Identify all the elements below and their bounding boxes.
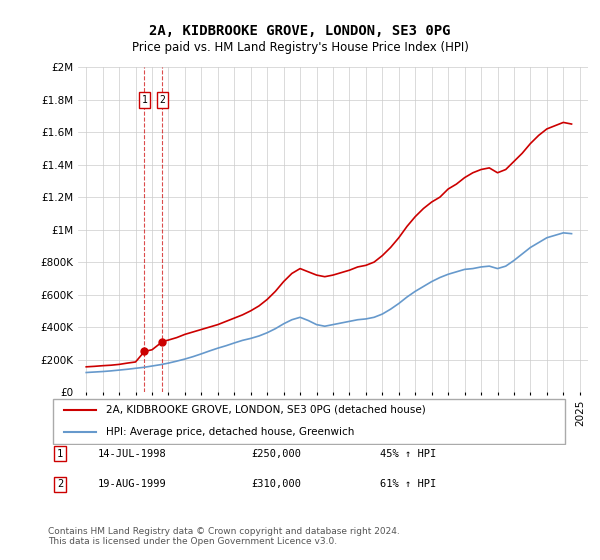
Text: 61% ↑ HPI: 61% ↑ HPI xyxy=(380,479,436,489)
Text: Price paid vs. HM Land Registry's House Price Index (HPI): Price paid vs. HM Land Registry's House … xyxy=(131,41,469,54)
Text: Contains HM Land Registry data © Crown copyright and database right 2024.
This d: Contains HM Land Registry data © Crown c… xyxy=(48,526,400,546)
Text: £250,000: £250,000 xyxy=(251,449,301,459)
Text: HPI: Average price, detached house, Greenwich: HPI: Average price, detached house, Gree… xyxy=(106,427,355,437)
Text: 1: 1 xyxy=(57,449,63,459)
Text: 2: 2 xyxy=(57,479,63,489)
Text: 2A, KIDBROOKE GROVE, LONDON, SE3 0PG: 2A, KIDBROOKE GROVE, LONDON, SE3 0PG xyxy=(149,24,451,38)
Text: 1: 1 xyxy=(142,95,148,105)
Text: 19-AUG-1999: 19-AUG-1999 xyxy=(98,479,166,489)
Text: 45% ↑ HPI: 45% ↑ HPI xyxy=(380,449,436,459)
Text: £310,000: £310,000 xyxy=(251,479,301,489)
Text: 2: 2 xyxy=(160,95,166,105)
Text: 2A, KIDBROOKE GROVE, LONDON, SE3 0PG (detached house): 2A, KIDBROOKE GROVE, LONDON, SE3 0PG (de… xyxy=(106,404,426,414)
FancyBboxPatch shape xyxy=(53,399,565,444)
Text: 14-JUL-1998: 14-JUL-1998 xyxy=(98,449,166,459)
